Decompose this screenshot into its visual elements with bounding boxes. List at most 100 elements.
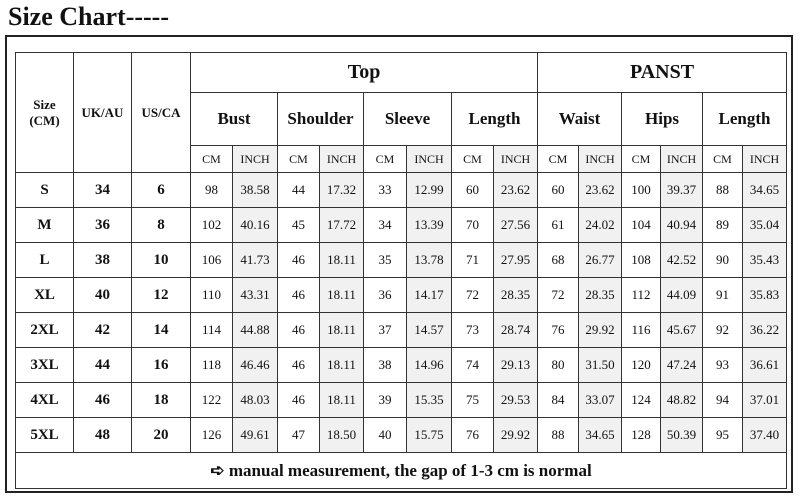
cell: 46 bbox=[277, 347, 320, 383]
cell: CM bbox=[621, 145, 662, 173]
cell: INCH bbox=[660, 145, 704, 173]
cell: CM bbox=[363, 145, 407, 173]
cell: 18 bbox=[131, 382, 191, 418]
cell: 28.35 bbox=[578, 277, 623, 313]
cell: 60 bbox=[537, 172, 580, 208]
cell: 118 bbox=[190, 347, 233, 383]
cell: 60 bbox=[451, 172, 494, 208]
cell: 100 bbox=[621, 172, 662, 208]
cell: 39 bbox=[363, 382, 407, 418]
row: Bust Shoulder Sleeve Length Waist Hips Length bbox=[16, 92, 788, 146]
cell: 91 bbox=[702, 277, 744, 313]
cell: 42.52 bbox=[660, 242, 704, 278]
cell: 18.11 bbox=[319, 242, 364, 278]
cell: 40.16 bbox=[232, 207, 278, 243]
cell: 108 bbox=[621, 242, 662, 278]
cell: INCH bbox=[742, 145, 788, 173]
cell: 44 bbox=[277, 172, 320, 208]
cell: 29.53 bbox=[492, 382, 539, 418]
cell: 45 bbox=[277, 207, 320, 243]
cell: 34 bbox=[73, 172, 132, 208]
cell: 10 bbox=[131, 242, 191, 278]
cell: 35 bbox=[363, 242, 407, 278]
cell: 3XL bbox=[15, 347, 74, 383]
cell: 37 bbox=[363, 312, 407, 348]
cell: 28.35 bbox=[492, 277, 539, 313]
cell: INCH bbox=[492, 145, 539, 173]
cell: 35.04 bbox=[742, 207, 788, 243]
title: Size Chart----- bbox=[8, 2, 169, 31]
cell: 12.99 bbox=[406, 172, 452, 208]
cell: 29.92 bbox=[578, 312, 623, 348]
cell: 40.94 bbox=[660, 207, 704, 243]
cell: 114 bbox=[190, 312, 233, 348]
cell: 15.75 bbox=[406, 417, 452, 453]
cell: 34.65 bbox=[578, 417, 623, 453]
cell: 29.92 bbox=[492, 417, 539, 453]
cell: 15.35 bbox=[406, 382, 452, 418]
cell: 38 bbox=[73, 242, 132, 278]
cell: 46 bbox=[277, 382, 320, 418]
cell: 42 bbox=[73, 312, 132, 348]
cell: 70 bbox=[451, 207, 494, 243]
row: M 36 8 102 40.16 45 17.72 34 13.39 70 27.56 61 24.02… bbox=[15, 207, 788, 243]
cell: 88 bbox=[702, 172, 744, 208]
row: 5XL 48 20 126 49.61 47 18.50 40 15.75 76 29.92 88 34… bbox=[15, 417, 788, 453]
cell: 106 bbox=[190, 242, 233, 278]
cell: Waist bbox=[537, 92, 623, 146]
cell: ➪ manual measurement, the gap of 1-3 cm … bbox=[14, 452, 788, 489]
row: XL 40 12 110 43.31 46 18.11 36 14.17 72 28.35 72 28.… bbox=[15, 277, 788, 313]
cell: Bust bbox=[190, 92, 278, 146]
cell: 18.11 bbox=[319, 347, 364, 383]
cell: 23.62 bbox=[492, 172, 539, 208]
cell: 36.22 bbox=[742, 312, 788, 348]
cell: 98 bbox=[190, 172, 233, 208]
cell: 31.50 bbox=[578, 347, 623, 383]
cell: Length bbox=[450, 92, 539, 146]
cell: 49.61 bbox=[232, 417, 278, 453]
cell: 27.56 bbox=[492, 207, 539, 243]
cell: Length bbox=[702, 92, 788, 146]
cell: 75 bbox=[451, 382, 494, 418]
cell: INCH bbox=[578, 145, 623, 173]
cell: 24.02 bbox=[578, 207, 623, 243]
cell: 5XL bbox=[15, 417, 74, 453]
cell: 6 bbox=[131, 172, 191, 208]
cell: 48 bbox=[73, 417, 132, 453]
cell: 18.50 bbox=[319, 417, 364, 453]
cell: 13.39 bbox=[406, 207, 452, 243]
cell: 38.58 bbox=[232, 172, 278, 208]
cell: 28.74 bbox=[492, 312, 539, 348]
cell: 126 bbox=[190, 417, 233, 453]
cell: 33 bbox=[363, 172, 407, 208]
cell: 46.46 bbox=[232, 347, 278, 383]
cell: 37.01 bbox=[742, 382, 788, 418]
cell: 128 bbox=[621, 417, 662, 453]
cell: UK/AU bbox=[73, 52, 132, 173]
cell: INCH bbox=[319, 145, 364, 173]
cell: 94 bbox=[702, 382, 744, 418]
cell: 45.67 bbox=[660, 312, 704, 348]
cell: 41.73 bbox=[232, 242, 278, 278]
cell: 36 bbox=[73, 207, 132, 243]
cell: 74 bbox=[451, 347, 494, 383]
cell: L bbox=[15, 242, 74, 278]
cell: 84 bbox=[537, 382, 580, 418]
cell: 36 bbox=[363, 277, 407, 313]
cell: 14.57 bbox=[406, 312, 452, 348]
cell: CM bbox=[702, 145, 744, 173]
cell: 76 bbox=[451, 417, 494, 453]
cell: 27.95 bbox=[492, 242, 539, 278]
cell: 37.40 bbox=[742, 417, 788, 453]
cell: 124 bbox=[621, 382, 662, 418]
cell: 46 bbox=[277, 277, 320, 313]
cell: 38 bbox=[363, 347, 407, 383]
cell: 14.96 bbox=[406, 347, 452, 383]
cell: 29.13 bbox=[492, 347, 539, 383]
cell: 122 bbox=[190, 382, 233, 418]
cell: 102 bbox=[190, 207, 233, 243]
cell: 104 bbox=[621, 207, 662, 243]
cell: Hips bbox=[621, 92, 704, 146]
size-table: Size (CM) UK/AU US/CA Top PANST Bust Shoulder S… bbox=[14, 52, 788, 489]
cell: 72 bbox=[451, 277, 494, 313]
